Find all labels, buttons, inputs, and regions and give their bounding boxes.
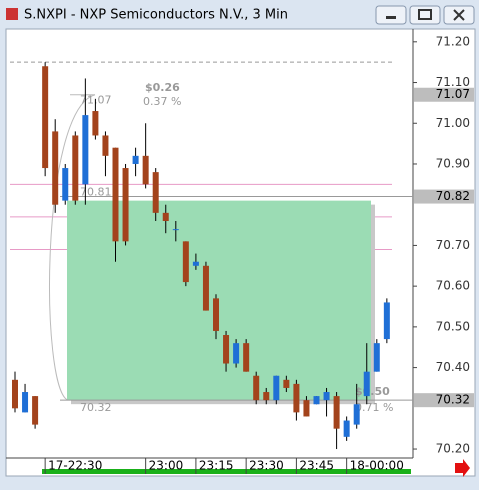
y-tick-label: 71.00 — [436, 116, 470, 130]
y-tick-label: 71.10 — [436, 75, 470, 89]
x-tick-label: 18-00:00 — [350, 459, 404, 473]
candle-body — [213, 298, 219, 331]
y-tick-label: 70.20 — [436, 442, 470, 456]
y-tick-label: 71.20 — [436, 34, 470, 48]
candle-body — [273, 375, 280, 401]
candle-body — [253, 375, 260, 401]
fib-arc — [49, 94, 96, 401]
candle-body — [172, 229, 179, 231]
y-tick-label: 70.70 — [436, 238, 470, 252]
annotation: 0.37 % — [143, 95, 181, 108]
candle-body — [112, 147, 119, 242]
annotation: 0.71 % — [355, 401, 393, 414]
candle-body — [12, 379, 18, 409]
candle-body — [343, 420, 350, 437]
candle-body — [42, 66, 49, 169]
x-tick-label: 17-22:30 — [48, 459, 102, 473]
y-tick-label: 70.90 — [436, 156, 470, 170]
candle-body — [363, 371, 370, 397]
candle-body — [333, 396, 340, 429]
candle-body — [192, 261, 199, 266]
candle-body — [52, 131, 59, 205]
candle-body — [323, 392, 330, 401]
candle-body — [132, 155, 139, 164]
candle-body — [263, 392, 270, 401]
y-tick-label: 70.40 — [436, 360, 470, 374]
candle-body — [102, 135, 109, 156]
time-strip — [42, 469, 411, 474]
candle-body — [243, 343, 250, 372]
scroll-arrow[interactable] — [455, 459, 470, 477]
x-tick-label: 23:15 — [199, 459, 234, 473]
candle-body — [32, 396, 39, 425]
price-mark-box — [414, 189, 474, 204]
candle-body — [152, 172, 159, 213]
range-label: 70.81 — [80, 186, 112, 199]
candle-body — [62, 168, 69, 201]
minimize-button[interactable] — [375, 5, 407, 25]
price-mark-box — [414, 87, 474, 102]
price-mark-label: 70.32 — [436, 393, 470, 407]
candle-body — [223, 335, 230, 364]
price-mark-label: 71.07 — [436, 87, 470, 101]
candle-body — [303, 400, 310, 417]
candle-body — [293, 383, 300, 413]
range-label: 70.32 — [80, 401, 112, 414]
maximize-button[interactable] — [409, 5, 441, 25]
close-button[interactable] — [443, 5, 475, 25]
annotation: $0.26 — [145, 81, 180, 94]
y-tick-label: 70.60 — [436, 279, 470, 293]
candle-body — [353, 404, 360, 425]
annotation: $0.50 — [355, 385, 390, 398]
window-title: S.NXPI - NXP Semiconductors N.V., 3 Min — [24, 8, 288, 23]
app-icon — [6, 8, 18, 20]
price-mark-label: 70.82 — [436, 189, 470, 203]
candle-body — [92, 111, 99, 136]
y-tick-label: 70.50 — [436, 319, 470, 333]
candle-body — [202, 265, 209, 311]
x-tick-label: 23:45 — [299, 459, 334, 473]
candle-body — [283, 379, 290, 388]
candle-body — [122, 168, 129, 242]
candle-body — [233, 343, 240, 364]
candle-body — [22, 392, 29, 413]
candle-body — [313, 396, 320, 405]
candle-body — [82, 115, 89, 185]
price-mark-box — [414, 393, 474, 408]
candle-body — [162, 212, 169, 221]
candle-body — [383, 302, 390, 340]
candle-body — [142, 155, 149, 185]
candle-body — [373, 343, 380, 372]
x-tick-label: 23:30 — [249, 459, 284, 473]
candle-body — [182, 241, 189, 283]
candle-body — [72, 135, 79, 201]
x-tick-label: 23:00 — [149, 459, 184, 473]
